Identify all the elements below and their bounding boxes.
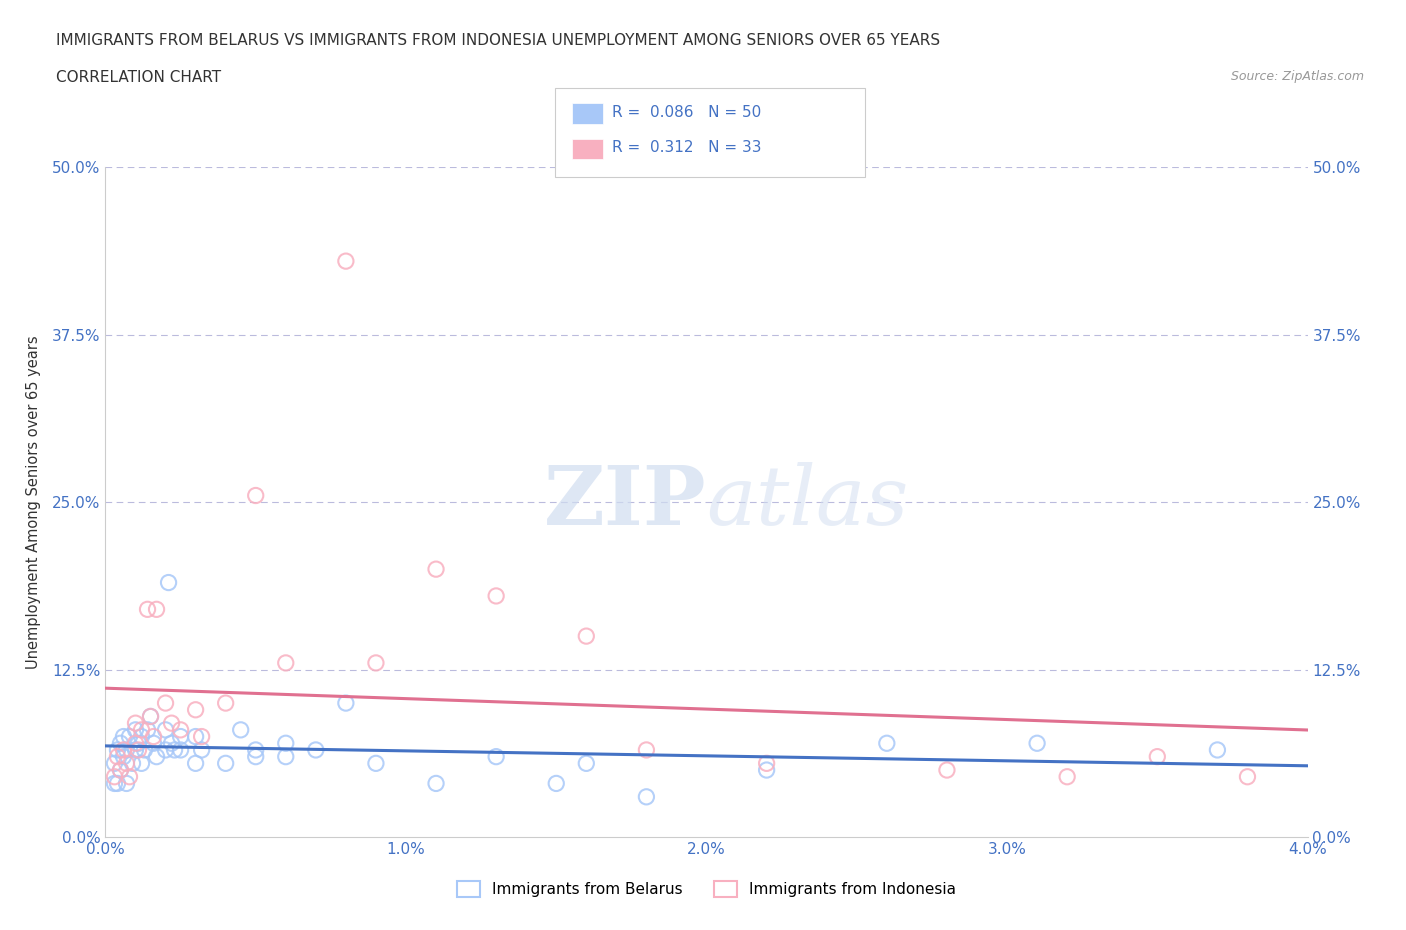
Point	[636, 790, 658, 804]
Point	[184, 702, 207, 717]
Point	[139, 709, 162, 724]
Point	[335, 254, 357, 269]
Point	[115, 742, 138, 757]
Point	[124, 716, 146, 731]
Point	[136, 602, 159, 617]
Text: R =  0.086   N = 50: R = 0.086 N = 50	[612, 105, 761, 120]
Point	[103, 776, 125, 790]
Point	[936, 763, 959, 777]
Point	[131, 729, 153, 744]
Point	[110, 763, 132, 777]
Point	[155, 723, 177, 737]
Point	[107, 750, 129, 764]
Point	[139, 709, 162, 724]
Point	[1146, 750, 1168, 764]
Text: IMMIGRANTS FROM BELARUS VS IMMIGRANTS FROM INDONESIA UNEMPLOYMENT AMONG SENIORS : IMMIGRANTS FROM BELARUS VS IMMIGRANTS FR…	[56, 33, 941, 47]
Point	[1236, 769, 1258, 784]
Point	[184, 756, 207, 771]
Point	[1056, 769, 1078, 784]
Point	[274, 750, 297, 764]
Point	[274, 656, 297, 671]
Point	[190, 742, 212, 757]
Point	[876, 736, 898, 751]
Point	[364, 756, 387, 771]
Point	[274, 736, 297, 751]
Point	[169, 729, 191, 744]
Point	[145, 602, 167, 617]
Point	[142, 729, 165, 744]
Point	[118, 729, 141, 744]
Point	[163, 742, 186, 757]
Legend: Immigrants from Belarus, Immigrants from Indonesia: Immigrants from Belarus, Immigrants from…	[451, 875, 962, 903]
Point	[214, 756, 236, 771]
Point	[575, 629, 598, 644]
Point	[131, 756, 153, 771]
Point	[112, 750, 135, 764]
Point	[546, 776, 568, 790]
Point	[245, 742, 267, 757]
Text: Source: ZipAtlas.com: Source: ZipAtlas.com	[1230, 70, 1364, 83]
Point	[107, 776, 129, 790]
Point	[229, 723, 252, 737]
Point	[1206, 742, 1229, 757]
Point	[425, 562, 447, 577]
Point	[121, 756, 143, 771]
Point	[107, 742, 129, 757]
Point	[142, 736, 165, 751]
Point	[160, 736, 183, 751]
Point	[115, 776, 138, 790]
Text: CORRELATION CHART: CORRELATION CHART	[56, 70, 221, 85]
Point	[335, 696, 357, 711]
Point	[145, 750, 167, 764]
Point	[103, 769, 125, 784]
Point	[169, 742, 191, 757]
Point	[245, 750, 267, 764]
Point	[124, 742, 146, 757]
Point	[160, 716, 183, 731]
Point	[131, 723, 153, 737]
Point	[485, 750, 508, 764]
Point	[115, 756, 138, 771]
Y-axis label: Unemployment Among Seniors over 65 years: Unemployment Among Seniors over 65 years	[25, 336, 41, 669]
Point	[124, 736, 146, 751]
Point	[214, 696, 236, 711]
Point	[128, 742, 150, 757]
Point	[134, 742, 156, 757]
Point	[636, 742, 658, 757]
Point	[124, 723, 146, 737]
Text: R =  0.312   N = 33: R = 0.312 N = 33	[612, 140, 761, 155]
Text: ZIP: ZIP	[544, 462, 707, 542]
Point	[103, 756, 125, 771]
Point	[1026, 736, 1049, 751]
Point	[118, 769, 141, 784]
Point	[575, 756, 598, 771]
Point	[155, 696, 177, 711]
Point	[110, 736, 132, 751]
Point	[245, 488, 267, 503]
Point	[128, 736, 150, 751]
Point	[136, 723, 159, 737]
Point	[169, 723, 191, 737]
Point	[184, 729, 207, 744]
Point	[190, 729, 212, 744]
Point	[364, 656, 387, 671]
Point	[755, 763, 778, 777]
Point	[112, 742, 135, 757]
Point	[110, 763, 132, 777]
Point	[155, 742, 177, 757]
Point	[305, 742, 328, 757]
Point	[112, 729, 135, 744]
Point	[157, 575, 180, 590]
Point	[485, 589, 508, 604]
Point	[425, 776, 447, 790]
Point	[755, 756, 778, 771]
Text: atlas: atlas	[707, 462, 908, 542]
